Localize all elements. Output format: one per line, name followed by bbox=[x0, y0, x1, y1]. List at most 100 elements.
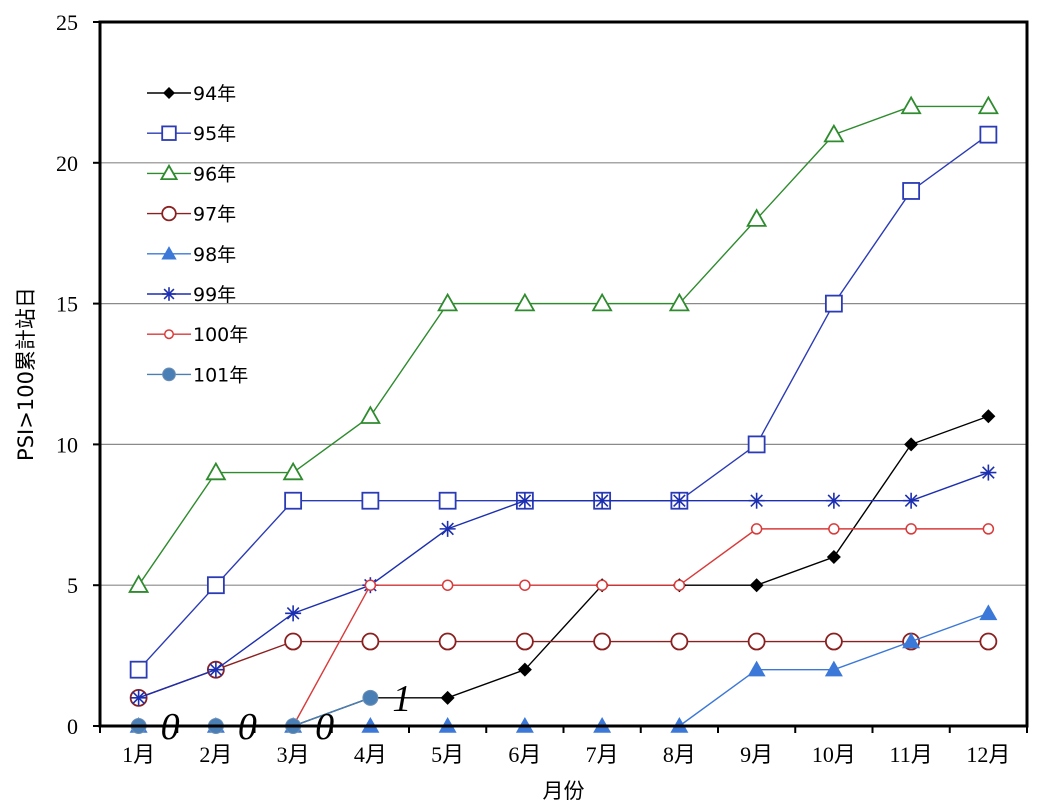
marker-stroke bbox=[518, 494, 532, 508]
marker-shape bbox=[824, 294, 843, 313]
marker-shape bbox=[514, 292, 536, 312]
series-line-96年 bbox=[138, 105, 989, 586]
data-point-96年-11 bbox=[900, 95, 922, 115]
legend-label: 95年 bbox=[193, 123, 236, 145]
data-point-95年-5 bbox=[438, 491, 457, 510]
data-point-99年-11 bbox=[903, 492, 920, 509]
x-tick-label: 8月 bbox=[663, 742, 696, 767]
data-point-100年-10 bbox=[828, 523, 840, 535]
data-point-97年-6 bbox=[515, 632, 534, 651]
y-tick-label: 20 bbox=[56, 151, 78, 176]
marker-shape bbox=[747, 435, 766, 454]
data-point-99年-12 bbox=[980, 464, 997, 481]
marker-stroke bbox=[982, 466, 995, 479]
annotations: 0 0 0 1 bbox=[161, 678, 412, 748]
marker-shape bbox=[596, 579, 608, 591]
data-point-95年-9 bbox=[747, 435, 766, 454]
data-point-94年-11 bbox=[904, 437, 919, 452]
marker-shape bbox=[159, 163, 179, 181]
legend-item-94年: 94年 bbox=[147, 83, 236, 105]
data-point-94年-6 bbox=[517, 662, 532, 677]
series-line-95年 bbox=[138, 134, 989, 671]
data-point-97年-8 bbox=[670, 632, 689, 651]
data-point-96年-8 bbox=[668, 292, 690, 312]
x-axis: 1月 2月 3月 4月 5月 6月 7月 8月 9月 10月 11月 12月 bbox=[99, 726, 1028, 767]
marker-shape bbox=[750, 523, 763, 535]
y-tick-label: 25 bbox=[56, 10, 78, 35]
data-point-99年-9 bbox=[748, 492, 765, 509]
marker-stroke bbox=[209, 663, 223, 677]
data-point-98年-10 bbox=[824, 660, 843, 677]
data-point-96年-7 bbox=[591, 292, 613, 312]
marker-stroke bbox=[132, 691, 145, 705]
marker-shape bbox=[824, 632, 843, 651]
marker-shape bbox=[904, 437, 919, 452]
data-point-99年-2 bbox=[207, 661, 224, 678]
marker-shape bbox=[902, 182, 921, 200]
legend-item-98年: 98年 bbox=[147, 244, 236, 266]
legend-marker bbox=[164, 329, 174, 340]
marker-shape bbox=[361, 491, 380, 510]
marker-shape bbox=[826, 550, 841, 565]
marker-shape bbox=[982, 523, 995, 535]
marker-stroke bbox=[286, 607, 300, 620]
marker-shape bbox=[981, 409, 996, 424]
legend-marker bbox=[162, 367, 176, 382]
marker-shape bbox=[129, 660, 148, 679]
data-point-97年-5 bbox=[438, 632, 457, 651]
y-axis: 0 5 10 15 20 25 bbox=[56, 10, 100, 739]
marker-shape bbox=[161, 246, 177, 260]
legend-item-96年: 96年 bbox=[147, 163, 236, 185]
marker-shape bbox=[749, 578, 764, 593]
data-point-100年-7 bbox=[596, 579, 608, 591]
marker-shape bbox=[979, 125, 998, 144]
marker-shape bbox=[438, 491, 457, 510]
data-point-100年-4 bbox=[364, 579, 377, 591]
marker-shape bbox=[673, 579, 686, 591]
x-axis-title: 月份 bbox=[543, 779, 585, 803]
series-95年 bbox=[129, 125, 998, 679]
marker-shape bbox=[515, 632, 534, 651]
data-point-96年-5 bbox=[437, 292, 459, 312]
marker-shape bbox=[162, 367, 176, 382]
series-layer bbox=[128, 95, 999, 734]
data-point-97年-12 bbox=[979, 632, 998, 651]
data-point-98年-12 bbox=[979, 604, 998, 621]
data-point-95年-10 bbox=[824, 294, 843, 313]
data-point-99年-6 bbox=[516, 492, 533, 509]
marker-shape bbox=[900, 95, 922, 115]
x-tick-label: 12月 bbox=[966, 742, 1010, 767]
marker-shape bbox=[979, 604, 998, 621]
data-point-99年-7 bbox=[594, 492, 611, 509]
annotation-label: 0 bbox=[315, 706, 334, 748]
data-point-98年-11 bbox=[902, 632, 921, 649]
marker-stroke bbox=[904, 494, 918, 508]
marker-stroke bbox=[827, 494, 841, 508]
marker-shape bbox=[979, 632, 998, 651]
data-point-96年-1 bbox=[128, 574, 150, 593]
marker-shape bbox=[161, 125, 177, 141]
x-tick-label: 7月 bbox=[586, 742, 619, 767]
x-tick-label: 4月 bbox=[354, 742, 387, 767]
data-point-97年-4 bbox=[361, 632, 380, 651]
legend-label: 99年 bbox=[193, 284, 236, 306]
legend-label: 96年 bbox=[193, 163, 236, 185]
marker-stroke bbox=[163, 288, 175, 300]
marker-shape bbox=[517, 662, 532, 677]
data-point-95年-3 bbox=[284, 491, 303, 510]
data-point-96年-6 bbox=[514, 292, 536, 312]
marker-stroke bbox=[750, 494, 763, 508]
series-94年 bbox=[131, 409, 996, 733]
marker-shape bbox=[977, 95, 999, 115]
series-line-99年 bbox=[138, 471, 989, 699]
marker-shape bbox=[746, 208, 768, 227]
marker-shape bbox=[284, 632, 303, 651]
marker-shape bbox=[668, 292, 690, 312]
marker-shape bbox=[282, 461, 304, 481]
legend-item-95年: 95年 bbox=[147, 123, 236, 145]
data-point-96年-4 bbox=[359, 405, 381, 424]
y-tick-label: 5 bbox=[67, 573, 78, 598]
x-tick-label: 1月 bbox=[122, 742, 155, 767]
legend-item-97年: 97年 bbox=[147, 204, 236, 226]
data-point-99年-8 bbox=[671, 492, 688, 509]
